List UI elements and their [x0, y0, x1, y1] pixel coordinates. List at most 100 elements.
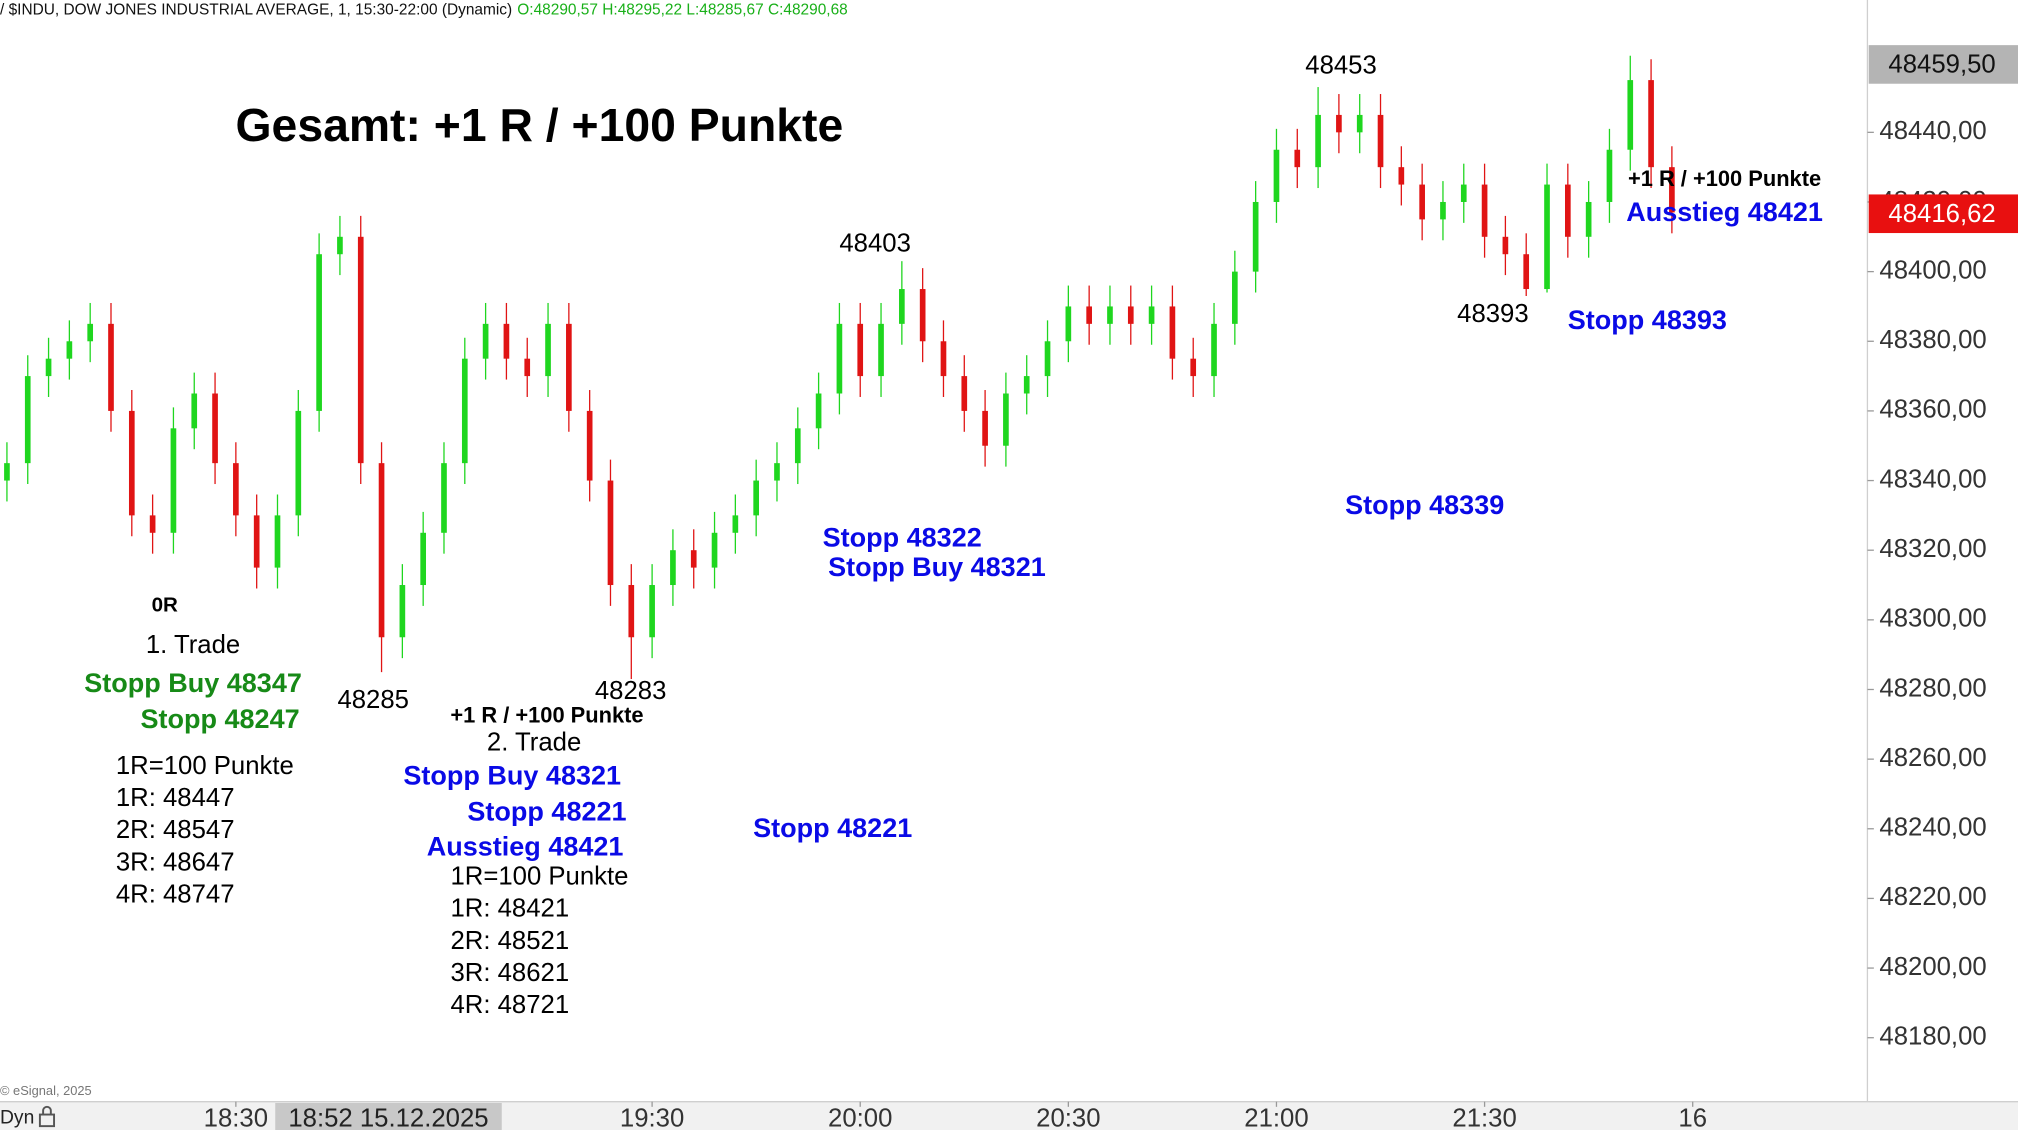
annotation: Stopp 48393	[1568, 305, 1727, 335]
candle-body	[1169, 306, 1176, 359]
candle-body	[649, 585, 655, 638]
candle-body	[274, 515, 281, 568]
candle-body	[1232, 271, 1238, 324]
annotation: 4R: 48747	[116, 881, 235, 909]
annotation: 48285	[337, 686, 409, 714]
x-tick-label: 21:30	[1452, 1104, 1516, 1130]
x-tick-label: 21:00	[1244, 1104, 1308, 1130]
candle-body	[1003, 393, 1009, 446]
annotation: Stopp 48322	[823, 522, 982, 552]
annotation: 48453	[1305, 52, 1377, 80]
y-tick-label: 48200,00	[1879, 953, 1986, 981]
candle-body	[878, 323, 884, 377]
candle-body	[690, 550, 697, 568]
y-tick-label: 48340,00	[1879, 465, 1986, 493]
candle-body	[711, 532, 718, 568]
candle-body	[524, 358, 531, 377]
candle-body	[753, 480, 759, 516]
candle-body	[191, 393, 198, 429]
x-tick-label: 20:00	[828, 1104, 892, 1130]
x-tick-label: 20:30	[1036, 1104, 1100, 1130]
annotation: 1. Trade	[146, 631, 240, 659]
candle-body	[836, 323, 843, 394]
candle-body	[149, 515, 156, 533]
candle-body	[212, 393, 218, 464]
cursor-price-box	[1868, 45, 2018, 84]
candle-body	[441, 463, 447, 533]
annotation: 48393	[1457, 300, 1529, 328]
crosshair-time-label: 18:52 15.12.2025	[288, 1104, 488, 1130]
candle-body	[1294, 149, 1301, 168]
chart-header: / $INDU, DOW JONES INDUSTRIAL AVERAGE, 1…	[0, 1, 512, 18]
candle-body	[899, 289, 905, 324]
candle-body	[378, 463, 385, 638]
candle-body	[1419, 184, 1425, 220]
last-price-box	[1868, 194, 2018, 234]
candle-body	[1606, 149, 1613, 202]
candle-body	[1544, 184, 1550, 290]
crosshair-time-box	[275, 1102, 502, 1130]
candle-body	[670, 550, 676, 586]
candle-body	[1086, 306, 1092, 324]
candle-body	[24, 376, 31, 464]
candle-body	[1065, 306, 1072, 342]
candle-body	[1023, 376, 1030, 394]
candle-body	[357, 236, 364, 464]
y-tick-label: 48240,00	[1879, 814, 1986, 842]
candle-body	[815, 393, 822, 429]
candle-body	[1669, 167, 1675, 213]
annotation: Stopp 48221	[467, 797, 626, 827]
annotation: Gesamt: +1 R / +100 Punkte	[236, 99, 844, 151]
annotation: 3R: 48647	[116, 848, 235, 876]
annotation: Stopp 48339	[1345, 490, 1504, 520]
annotation: Stopp 48221	[753, 813, 912, 843]
candle-body	[1523, 254, 1530, 290]
candle-body	[732, 515, 739, 533]
mode-label: Dyn	[0, 1107, 34, 1128]
last-price-label: 48416,62	[1888, 200, 1995, 228]
y-tick-label: 48260,00	[1879, 744, 1986, 772]
candle-body	[566, 323, 572, 411]
candle-body	[1627, 80, 1634, 150]
y-tick-label: 48440,00	[1879, 117, 1986, 145]
annotation: 2R: 48547	[116, 816, 235, 844]
candle-body	[857, 323, 864, 377]
candle-body	[295, 410, 302, 516]
y-tick-label: 48380,00	[1879, 326, 1986, 354]
candle-body	[1127, 306, 1134, 324]
y-tick-label: 48280,00	[1879, 674, 1986, 702]
candle-body	[919, 289, 926, 342]
candle-body	[87, 323, 94, 342]
annotation: Stopp Buy 48347	[84, 668, 302, 698]
lock-body	[38, 1113, 56, 1128]
annotation: 1R: 48447	[116, 784, 235, 812]
candle-body	[108, 323, 114, 411]
candle-body	[1273, 149, 1280, 202]
candle-body	[128, 410, 135, 516]
candle-body	[1585, 201, 1592, 237]
candle-body	[1336, 114, 1342, 133]
candle-body	[233, 463, 239, 516]
annotation: 48403	[839, 229, 911, 257]
annotation: 48283	[595, 677, 667, 705]
annotation: Stopp Buy 48321	[403, 760, 621, 790]
candle-body	[1148, 306, 1155, 324]
price-axis-panel	[1867, 0, 2018, 1130]
candle-body	[940, 341, 947, 377]
candle-body	[170, 428, 177, 533]
candle-body	[1564, 184, 1571, 237]
candle-body	[503, 323, 510, 359]
candle-body	[794, 428, 801, 464]
x-tick-label: 18:30	[204, 1104, 268, 1130]
x-tick-label: 16	[1678, 1104, 1707, 1130]
candle-body	[545, 323, 551, 377]
annotation: 2. Trade	[487, 729, 581, 757]
annotation: Ausstieg 48421	[1626, 197, 1823, 227]
y-tick-label: 48220,00	[1879, 883, 1986, 911]
candle-body	[1356, 114, 1363, 133]
candle-body	[1190, 358, 1197, 377]
y-tick-label: 48400,00	[1879, 256, 1986, 284]
candle-body	[1315, 114, 1321, 168]
